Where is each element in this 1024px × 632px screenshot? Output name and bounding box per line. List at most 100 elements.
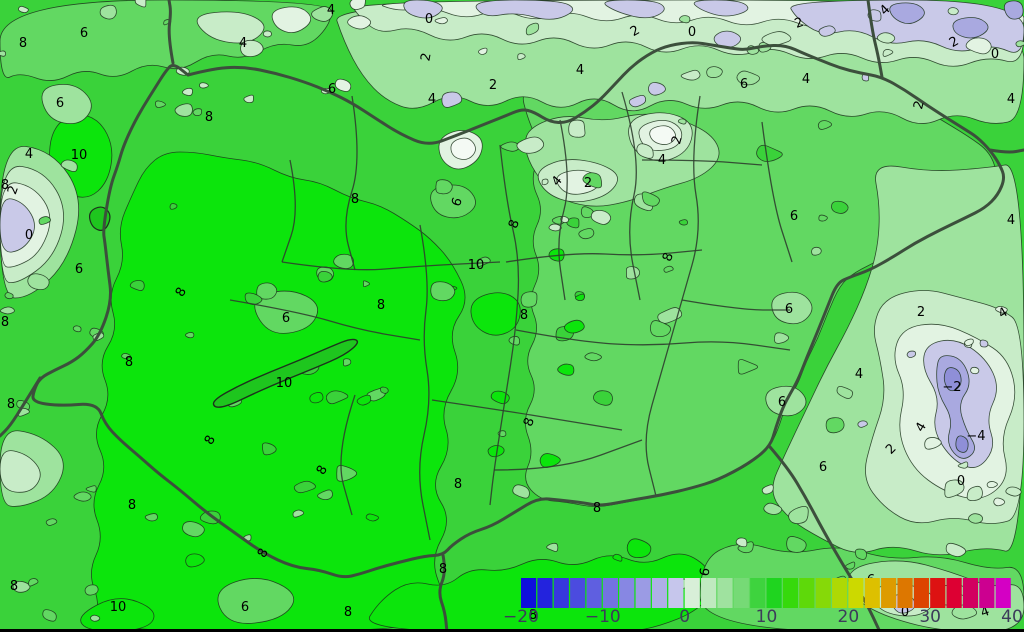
contour-label: 6	[740, 77, 748, 92]
speckle	[169, 203, 178, 210]
colorbar-tick-label: 40	[1001, 607, 1023, 627]
speckle	[763, 502, 783, 515]
contour-label: 6	[778, 395, 786, 410]
contour-label: 6	[75, 262, 83, 277]
country-border	[0, 376, 42, 438]
speckle	[199, 82, 209, 89]
contour-label: 4	[855, 367, 863, 382]
colorbar-tick-label: −10	[585, 607, 621, 627]
speckle	[965, 37, 992, 55]
contour-label: 8	[125, 355, 133, 370]
speckle	[735, 537, 748, 548]
contour-label: 2	[489, 78, 497, 93]
contour-label: 8	[10, 579, 18, 594]
contour-label: 6	[56, 96, 64, 111]
contour-label: 0	[991, 47, 999, 62]
speckle	[578, 228, 595, 240]
speckle	[1015, 40, 1024, 48]
colorbar-segment	[979, 578, 995, 608]
colorbar-segment	[651, 578, 668, 608]
contour-label: 8	[593, 501, 601, 516]
colorbar-segment	[913, 578, 929, 608]
speckle	[944, 479, 965, 498]
contour-label: 10	[276, 376, 293, 391]
speckle	[625, 266, 641, 280]
contour-label: 10	[468, 258, 485, 273]
speckle	[831, 200, 849, 214]
speckle	[968, 513, 984, 524]
speckle	[18, 5, 29, 14]
contour-label: 2	[584, 176, 592, 191]
contour-label: 4	[428, 92, 436, 107]
zone-gt10-center	[470, 292, 521, 336]
speckle	[836, 386, 854, 399]
zone-cold-core	[943, 367, 962, 392]
zone-left-lav	[0, 198, 35, 253]
contour-label: 8	[205, 110, 213, 125]
speckle	[317, 270, 333, 283]
speckle	[966, 485, 983, 502]
zone-gt10-west	[91, 151, 466, 632]
zone-white-core	[450, 137, 476, 160]
speckle	[349, 0, 366, 10]
colorbar-segment	[602, 578, 618, 608]
country-border	[438, 553, 449, 632]
country-border	[988, 148, 1024, 154]
contour-label: 8	[351, 192, 359, 207]
colorbar-segment	[570, 578, 586, 608]
speckle	[478, 47, 488, 55]
speckle	[293, 480, 316, 494]
contour-label: 4	[802, 72, 810, 87]
speckle	[512, 484, 530, 499]
speckle	[924, 437, 942, 450]
speckle	[185, 553, 205, 568]
speckle	[761, 484, 774, 495]
speckle	[564, 319, 585, 334]
speckle	[309, 392, 324, 404]
speckle	[788, 505, 809, 524]
colorbar-tick-label: 10	[756, 607, 778, 627]
speckle	[541, 178, 549, 186]
contour-label: 2	[911, 99, 928, 111]
speckle	[574, 293, 585, 302]
speckle	[566, 217, 580, 229]
zone-lavender	[693, 0, 749, 17]
speckle	[182, 87, 193, 96]
speckle	[677, 118, 687, 125]
contour-label: 0	[688, 25, 696, 40]
zone-left-low2	[0, 450, 41, 493]
speckle	[325, 390, 349, 405]
speckle	[73, 491, 92, 502]
speckle	[979, 339, 989, 348]
zone-purple	[952, 17, 989, 39]
speckle	[774, 332, 790, 344]
speckle	[557, 363, 575, 376]
speckle	[292, 509, 305, 518]
speckle	[626, 538, 652, 559]
colorbar-segment	[946, 578, 962, 608]
county-border	[493, 439, 643, 471]
contour-label: 4	[327, 3, 335, 18]
speckle	[99, 4, 117, 20]
speckle	[713, 30, 742, 48]
speckle	[435, 179, 453, 195]
contour-label: 6	[697, 567, 713, 578]
speckle	[430, 281, 456, 302]
contour-label: 4	[576, 63, 584, 78]
colorbar-segment	[897, 578, 913, 608]
speckle	[786, 536, 807, 553]
colorbar-segment	[553, 578, 569, 608]
contour-label: 8	[520, 308, 528, 323]
speckle	[817, 120, 833, 130]
country-border	[866, 0, 884, 79]
contour-label: 0	[901, 605, 909, 620]
speckle	[333, 253, 354, 269]
colorbar-segment	[962, 578, 979, 608]
contour-label: 6	[790, 209, 798, 224]
speckle	[945, 542, 967, 558]
speckle	[243, 94, 254, 104]
speckle	[568, 119, 586, 138]
speckle	[85, 485, 97, 493]
contour-label: 2	[917, 305, 925, 320]
lake-balaton	[212, 338, 359, 408]
